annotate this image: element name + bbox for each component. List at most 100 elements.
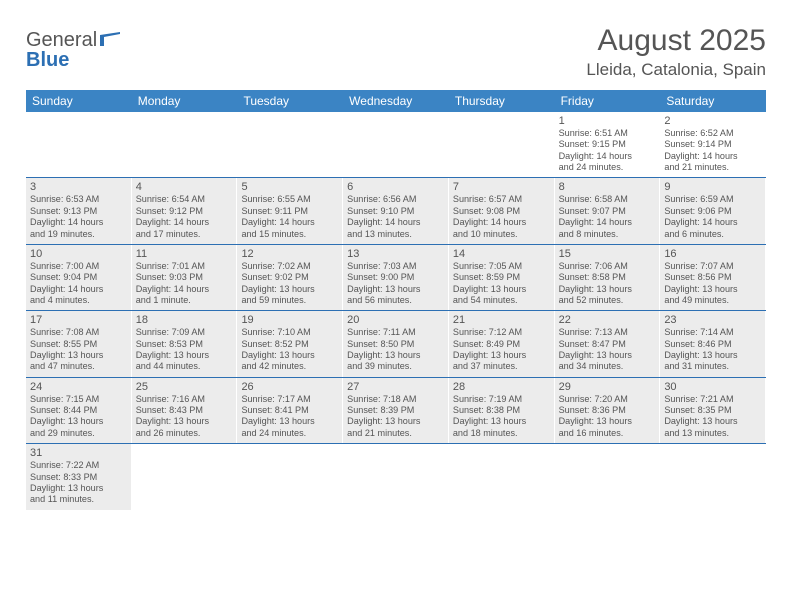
day-header-row: SundayMondayTuesdayWednesdayThursdayFrid…: [26, 90, 766, 112]
cell-sunset: Sunset: 8:52 PM: [241, 339, 338, 350]
cell-sunset: Sunset: 9:04 PM: [30, 272, 127, 283]
day-number: 3: [30, 181, 127, 193]
calendar-cell: 29Sunrise: 7:20 AMSunset: 8:36 PMDayligh…: [555, 378, 661, 443]
cell-sunrise: Sunrise: 7:17 AM: [241, 394, 338, 405]
day-number: 26: [241, 381, 338, 393]
cell-sunset: Sunset: 8:43 PM: [136, 405, 233, 416]
cell-sunrise: Sunrise: 7:07 AM: [664, 261, 761, 272]
location: Lleida, Catalonia, Spain: [586, 60, 766, 80]
cell-sunset: Sunset: 9:12 PM: [136, 206, 233, 217]
cell-sunset: Sunset: 8:36 PM: [559, 405, 656, 416]
cell-day1: Daylight: 14 hours: [664, 217, 761, 228]
cell-day2: and 24 minutes.: [241, 428, 338, 439]
calendar-cell-empty: [449, 112, 555, 177]
calendar-cell: 1Sunrise: 6:51 AMSunset: 9:15 PMDaylight…: [555, 112, 661, 177]
cell-day1: Daylight: 13 hours: [136, 416, 233, 427]
calendar-cell: 17Sunrise: 7:08 AMSunset: 8:55 PMDayligh…: [26, 311, 132, 376]
calendar-cell: 10Sunrise: 7:00 AMSunset: 9:04 PMDayligh…: [26, 245, 132, 310]
calendar-cell: 8Sunrise: 6:58 AMSunset: 9:07 PMDaylight…: [555, 178, 661, 243]
cell-day2: and 8 minutes.: [559, 229, 656, 240]
cell-day1: Daylight: 14 hours: [30, 217, 127, 228]
day-number: 7: [453, 181, 550, 193]
cell-day1: Daylight: 14 hours: [559, 151, 656, 162]
cell-sunset: Sunset: 9:14 PM: [664, 139, 761, 150]
cell-day1: Daylight: 13 hours: [559, 284, 656, 295]
week-row: 3Sunrise: 6:53 AMSunset: 9:13 PMDaylight…: [26, 178, 766, 244]
day-number: 2: [664, 115, 761, 127]
cell-day1: Daylight: 13 hours: [559, 416, 656, 427]
cell-day2: and 15 minutes.: [241, 229, 338, 240]
cell-day2: and 39 minutes.: [347, 361, 444, 372]
cell-sunset: Sunset: 9:02 PM: [241, 272, 338, 283]
cell-sunset: Sunset: 8:35 PM: [664, 405, 761, 416]
cell-day2: and 29 minutes.: [30, 428, 127, 439]
cell-day2: and 10 minutes.: [453, 229, 550, 240]
cell-sunset: Sunset: 8:53 PM: [136, 339, 233, 350]
day-number: 10: [30, 248, 127, 260]
day-number: 19: [241, 314, 338, 326]
cell-day2: and 37 minutes.: [453, 361, 550, 372]
calendar-cell-empty: [660, 444, 766, 509]
cell-sunrise: Sunrise: 7:18 AM: [347, 394, 444, 405]
cell-day1: Daylight: 14 hours: [347, 217, 444, 228]
cell-day1: Daylight: 13 hours: [30, 416, 127, 427]
cell-sunset: Sunset: 9:06 PM: [664, 206, 761, 217]
week-row: 17Sunrise: 7:08 AMSunset: 8:55 PMDayligh…: [26, 311, 766, 377]
cell-day1: Daylight: 13 hours: [664, 416, 761, 427]
cell-sunrise: Sunrise: 7:15 AM: [30, 394, 127, 405]
cell-day1: Daylight: 13 hours: [30, 350, 127, 361]
cell-day2: and 19 minutes.: [30, 229, 127, 240]
cell-sunrise: Sunrise: 7:19 AM: [453, 394, 550, 405]
calendar-cell: 11Sunrise: 7:01 AMSunset: 9:03 PMDayligh…: [132, 245, 238, 310]
cell-day2: and 44 minutes.: [136, 361, 233, 372]
cell-day2: and 42 minutes.: [241, 361, 338, 372]
cell-sunset: Sunset: 9:10 PM: [347, 206, 444, 217]
calendar-cell-empty: [343, 444, 449, 509]
day-header-friday: Friday: [555, 90, 661, 112]
cell-day2: and 1 minute.: [136, 295, 233, 306]
cell-day2: and 54 minutes.: [453, 295, 550, 306]
cell-sunset: Sunset: 8:59 PM: [453, 272, 550, 283]
cell-day2: and 52 minutes.: [559, 295, 656, 306]
cell-day1: Daylight: 14 hours: [136, 217, 233, 228]
cell-day1: Daylight: 14 hours: [136, 284, 233, 295]
day-header-saturday: Saturday: [660, 90, 766, 112]
cell-sunset: Sunset: 8:49 PM: [453, 339, 550, 350]
cell-day2: and 31 minutes.: [664, 361, 761, 372]
calendar-cell: 6Sunrise: 6:56 AMSunset: 9:10 PMDaylight…: [343, 178, 449, 243]
calendar-cell-empty: [449, 444, 555, 509]
cell-day2: and 24 minutes.: [559, 162, 656, 173]
week-row: 24Sunrise: 7:15 AMSunset: 8:44 PMDayligh…: [26, 378, 766, 444]
cell-day1: Daylight: 13 hours: [30, 483, 127, 494]
cell-sunset: Sunset: 9:11 PM: [241, 206, 338, 217]
day-number: 31: [30, 447, 127, 459]
cell-day2: and 4 minutes.: [30, 295, 127, 306]
day-number: 23: [664, 314, 761, 326]
cell-sunset: Sunset: 8:46 PM: [664, 339, 761, 350]
cell-sunrise: Sunrise: 6:52 AM: [664, 128, 761, 139]
calendar-cell: 21Sunrise: 7:12 AMSunset: 8:49 PMDayligh…: [449, 311, 555, 376]
cell-day2: and 49 minutes.: [664, 295, 761, 306]
day-number: 9: [664, 181, 761, 193]
week-row: 1Sunrise: 6:51 AMSunset: 9:15 PMDaylight…: [26, 112, 766, 178]
cell-day1: Daylight: 13 hours: [241, 350, 338, 361]
day-number: 29: [559, 381, 656, 393]
calendar-cell: 14Sunrise: 7:05 AMSunset: 8:59 PMDayligh…: [449, 245, 555, 310]
flag-icon: [100, 30, 120, 44]
cell-sunrise: Sunrise: 6:55 AM: [241, 194, 338, 205]
calendar-cell: 15Sunrise: 7:06 AMSunset: 8:58 PMDayligh…: [555, 245, 661, 310]
calendar-cell: 3Sunrise: 6:53 AMSunset: 9:13 PMDaylight…: [26, 178, 132, 243]
cell-day2: and 6 minutes.: [664, 229, 761, 240]
cell-day2: and 18 minutes.: [453, 428, 550, 439]
calendar-cell: 19Sunrise: 7:10 AMSunset: 8:52 PMDayligh…: [237, 311, 343, 376]
logo-text: General Blue: [26, 30, 120, 70]
cell-sunset: Sunset: 8:38 PM: [453, 405, 550, 416]
cell-sunset: Sunset: 9:15 PM: [559, 139, 656, 150]
day-number: 20: [347, 314, 444, 326]
calendar-cell: 9Sunrise: 6:59 AMSunset: 9:06 PMDaylight…: [660, 178, 766, 243]
day-number: 17: [30, 314, 127, 326]
cell-sunrise: Sunrise: 6:53 AM: [30, 194, 127, 205]
cell-day1: Daylight: 13 hours: [664, 350, 761, 361]
day-number: 16: [664, 248, 761, 260]
cell-day2: and 21 minutes.: [664, 162, 761, 173]
